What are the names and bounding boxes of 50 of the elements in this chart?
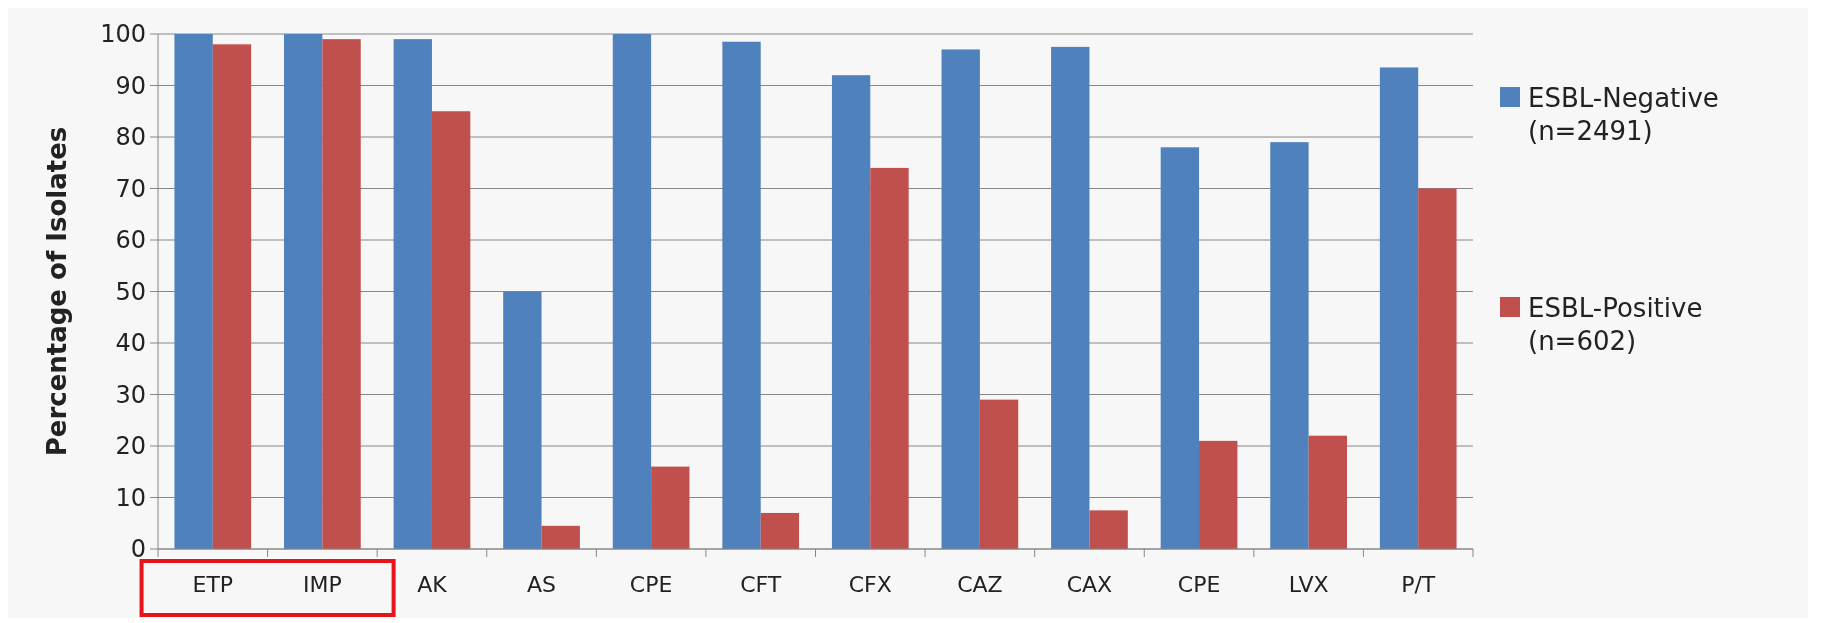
- x-tick-label: LVX: [1288, 572, 1329, 597]
- x-tick-label: IMP: [303, 572, 342, 597]
- x-tick-label: CPE: [629, 572, 673, 597]
- y-tick-label: 0: [130, 535, 146, 564]
- bar: [1418, 188, 1457, 549]
- y-tick-label: 40: [115, 329, 146, 358]
- legend-label: ESBL-Negative (n=2491): [1528, 83, 1719, 146]
- bar: [503, 291, 542, 549]
- bar: [831, 75, 871, 549]
- x-tick-label: ETP: [192, 572, 234, 597]
- legend-label: ESBL-Positive (n=602): [1528, 293, 1703, 356]
- y-tick-label: 100: [100, 20, 146, 49]
- bar: [979, 399, 1019, 549]
- x-tick-label: CPE: [1177, 572, 1221, 597]
- bar: [322, 39, 361, 549]
- x-tick-label: CFX: [848, 572, 892, 597]
- bar: [1089, 510, 1128, 549]
- x-tick-label: AS: [527, 572, 557, 597]
- y-tick-label: 60: [115, 226, 146, 255]
- y-tick-label: 50: [115, 277, 146, 306]
- x-tick-label: P/T: [1401, 572, 1436, 597]
- bar: [393, 39, 432, 549]
- bar: [1160, 147, 1200, 549]
- bar: [174, 34, 213, 549]
- bar: [431, 111, 471, 549]
- x-tick-label: CAX: [1066, 572, 1113, 597]
- y-tick-label: 30: [115, 380, 146, 409]
- bar: [870, 167, 909, 549]
- y-axis-title: Percentage of Isolates: [42, 126, 72, 457]
- bar: [541, 525, 580, 549]
- bar: [612, 34, 652, 549]
- bar: [1199, 440, 1238, 549]
- bar: [1051, 46, 1090, 549]
- bar: [760, 512, 800, 549]
- bar: [1379, 67, 1419, 549]
- bar: [1308, 435, 1347, 549]
- bar: [941, 49, 980, 549]
- bar: [651, 466, 690, 549]
- y-tick-label: 20: [115, 432, 146, 461]
- y-tick-label: 10: [115, 483, 146, 512]
- bar: [212, 44, 252, 549]
- bar: [722, 41, 761, 549]
- y-tick-label: 80: [115, 123, 146, 152]
- x-tick-label: CAZ: [957, 572, 1003, 597]
- x-tick-label: AK: [417, 572, 448, 597]
- bar: [1270, 142, 1309, 549]
- y-tick-label: 90: [115, 71, 146, 100]
- y-tick-label: 70: [115, 174, 146, 203]
- x-tick-label: CFT: [740, 572, 782, 597]
- bar: [284, 34, 323, 549]
